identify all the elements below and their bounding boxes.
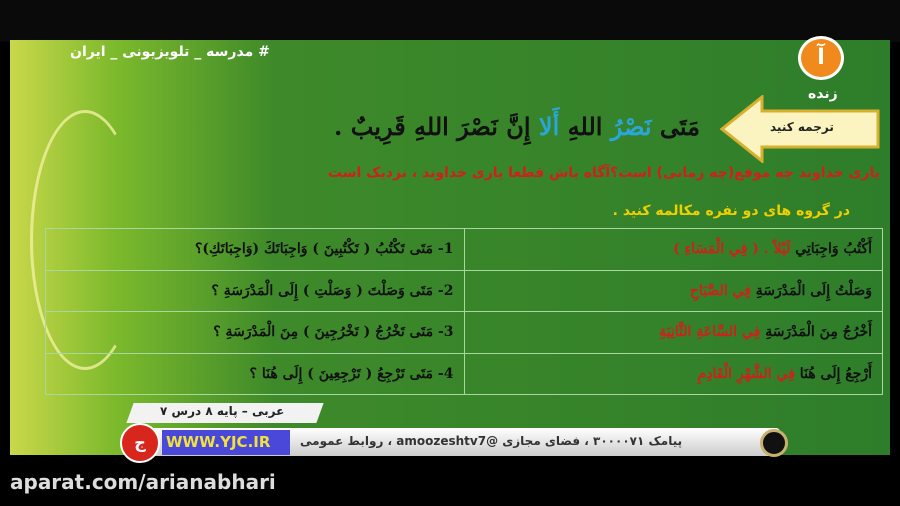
table-row: 3- مَتَى تَخْرُجُ ( تَخْرُجِينَ ) مِنَ ا…: [45, 311, 883, 354]
table-row: 4- مَتَى تَرْجِعُ ( تَرْجِعِينَ ) إِلَى …: [45, 352, 883, 395]
yjc-logo: ج: [120, 423, 160, 463]
channel-hashtag: # مدرسه _ تلویزیونی _ ایران: [70, 44, 270, 60]
ticker-text: پیامک ۳۰۰۰۰۷۱ ، فضای مجازی @amoozeshtv7 …: [300, 434, 683, 448]
answer: أَكْتُبُ وَاجِبَاتِي لَيْلاً . ( فِي الْ…: [463, 228, 883, 271]
channel-logo: آ: [798, 36, 844, 80]
answer: أَرْجِعُ إِلَى هُنَا فِي الشَّهْرِ الْقَ…: [463, 352, 883, 395]
verse-word: أَلا: [538, 112, 560, 141]
answer: وَصَلْتُ إِلَى الْمَدْرَسَةِ فِي الصَّبَ…: [463, 269, 883, 312]
answer-text: وَصَلْتُ إِلَى الْمَدْرَسَةِ: [755, 282, 872, 299]
answer-highlight: لَيْلاً . ( فِي الْمَسَاءِ ): [673, 241, 791, 258]
verse-word: اللهِ: [567, 112, 603, 141]
dialogue-table: 1- مَتَى تَكْتُبُ ( تَكْتُبِينَ ) وَاجِب…: [45, 228, 883, 395]
answer-text: أَرْجِعُ إِلَى هُنَا: [799, 365, 872, 382]
translate-prompt: ترجمه کنید: [770, 120, 834, 134]
question: 1- مَتَى تَكْتُبُ ( تَكْتُبِينَ ) وَاجِب…: [45, 228, 465, 271]
verse-translation: یاری خداوند چه موقع(چه زمانی) است؟آگاه ب…: [327, 165, 880, 181]
ring-icon: [760, 429, 788, 457]
lesson-label: عربی – پایه ۸ درس ۷: [160, 404, 285, 418]
arrow-left-icon: [720, 95, 880, 163]
answer: أَخْرُجُ مِنَ الْمَدْرَسَةِ فِي السَّاعَ…: [463, 311, 883, 354]
answer-text: أَخْرُجُ مِنَ الْمَدْرَسَةِ: [765, 324, 872, 341]
question: 2- مَتَى وَصَلْتَ ( وَصَلْتِ ) إِلَى الْ…: [45, 269, 465, 312]
verse-word: نَصْرُ: [610, 112, 652, 141]
yjc-site: WWW.YJC.IR: [162, 430, 290, 455]
aparat-watermark: aparat.com/arianabhari: [10, 470, 276, 494]
answer-highlight: فِي الشَّهْرِ الْقَادِمِ: [697, 365, 795, 382]
verse-word: إِنَّ نَصْرَ اللهِ قَرِيبٌ .: [334, 112, 531, 141]
answer-highlight: فِي السَّاعَةِ الثَّانِيَةِ: [659, 324, 761, 341]
instruction: در گروه های دو نفره مکالمه کنید .: [612, 203, 850, 219]
answer-highlight: فِي الصَّبَاحِ: [689, 282, 751, 299]
answer-text: أَكْتُبُ وَاجِبَاتِي: [795, 241, 872, 258]
question: 4- مَتَى تَرْجِعُ ( تَرْجِعِينَ ) إِلَى …: [45, 352, 465, 395]
table-row: 1- مَتَى تَكْتُبُ ( تَكْتُبِينَ ) وَاجِب…: [45, 228, 883, 271]
verse-word: مَتَى: [659, 112, 700, 141]
live-label: زنده: [808, 86, 838, 102]
quran-verse: مَتَى نَصْرُ اللهِ أَلا إِنَّ نَصْرَ الل…: [334, 112, 700, 141]
question: 3- مَتَى تَخْرُجُ ( تَخْرُجِينَ ) مِنَ ا…: [45, 311, 465, 354]
table-row: 2- مَتَى وَصَلْتَ ( وَصَلْتِ ) إِلَى الْ…: [45, 269, 883, 312]
top-bar: [0, 0, 900, 42]
